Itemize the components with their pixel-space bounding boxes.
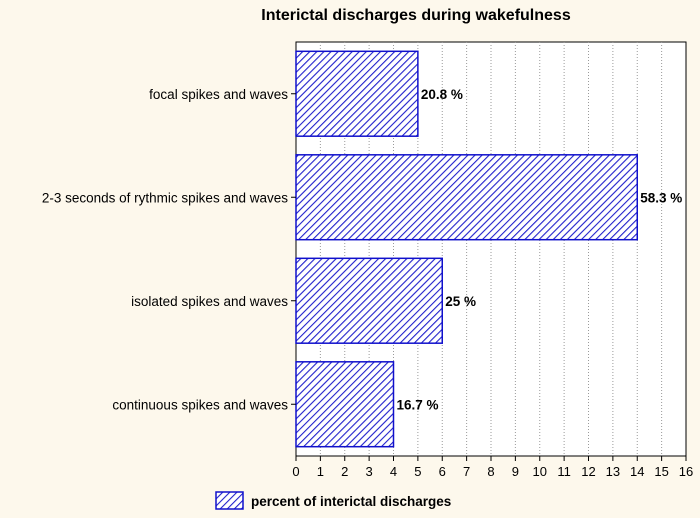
- x-tick-label: 10: [533, 464, 547, 479]
- category-label: continuous spikes and waves: [112, 397, 288, 412]
- data-label: 16.7 %: [397, 397, 439, 412]
- category-labels: focal spikes and waves 2-3 seconds of ryt…: [42, 87, 296, 412]
- x-tick-label: 13: [606, 464, 620, 479]
- data-label: 20.8 %: [421, 87, 463, 102]
- x-tick-label: 7: [463, 464, 470, 479]
- data-label: 25 %: [445, 294, 476, 309]
- x-tick-label: 2: [341, 464, 348, 479]
- bar-1: [295, 50, 419, 137]
- legend: percent of interictal discharges: [215, 491, 451, 510]
- x-tick-label: 5: [414, 464, 421, 479]
- data-label: 58.3 %: [640, 190, 682, 205]
- legend-swatch: [215, 491, 244, 510]
- category-label: isolated spikes and waves: [131, 294, 288, 309]
- chart-title: Interictal discharges during wakefulness: [261, 7, 571, 24]
- x-tick-label: 1: [317, 464, 324, 479]
- x-tick-label: 8: [487, 464, 494, 479]
- category-label: 2-3 seconds of rythmic spikes and waves: [42, 190, 288, 205]
- x-tick-label: 9: [512, 464, 519, 479]
- x-axis-ticks: 0 1 2 3 4 5 6 7 8 9 10 11 12 13 14 15 16: [292, 456, 693, 479]
- x-tick-label: 12: [581, 464, 595, 479]
- x-tick-label: 16: [679, 464, 693, 479]
- legend-label: percent of interictal discharges: [251, 494, 451, 509]
- x-tick-label: 14: [630, 464, 644, 479]
- x-tick-label: 0: [292, 464, 299, 479]
- bars: [295, 50, 638, 448]
- x-tick-label: 11: [557, 464, 571, 479]
- bar-4: [295, 361, 395, 448]
- bar-2: [295, 154, 638, 241]
- category-label: focal spikes and waves: [149, 87, 288, 102]
- x-tick-label: 6: [439, 464, 446, 479]
- x-tick-label: 15: [654, 464, 668, 479]
- x-tick-label: 4: [390, 464, 397, 479]
- x-tick-label: 3: [366, 464, 373, 479]
- bar-3: [295, 257, 443, 344]
- data-labels: 20.8 % 58.3 % 25 % 16.7 %: [397, 87, 683, 413]
